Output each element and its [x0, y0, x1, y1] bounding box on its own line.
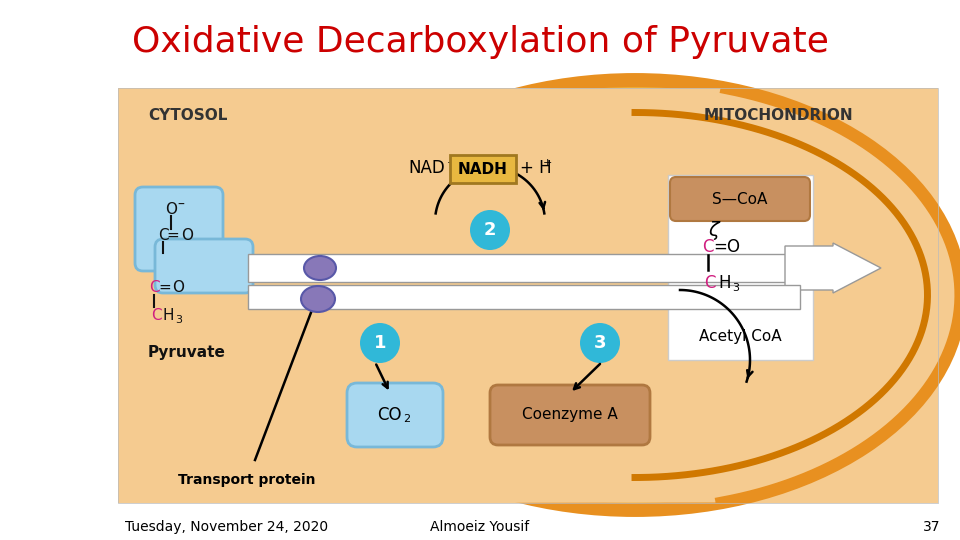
Text: C: C [703, 238, 713, 256]
Text: H: H [163, 307, 175, 322]
Ellipse shape [304, 256, 336, 280]
Text: Acetyl CoA: Acetyl CoA [699, 329, 781, 345]
FancyBboxPatch shape [490, 385, 650, 445]
Circle shape [470, 210, 510, 250]
Ellipse shape [301, 286, 335, 312]
Text: MITOCHONDRION: MITOCHONDRION [703, 109, 852, 124]
Text: 3: 3 [732, 283, 739, 293]
Circle shape [360, 323, 400, 363]
Bar [248, 285, 800, 309]
Text: ζ: ζ [708, 220, 718, 240]
FancyArrow shape [785, 243, 881, 293]
Text: S—CoA: S—CoA [712, 192, 768, 206]
Text: O: O [165, 201, 177, 217]
Text: 2: 2 [403, 414, 411, 424]
Text: O: O [172, 280, 184, 294]
Text: +: + [447, 158, 456, 168]
Text: C: C [157, 227, 168, 242]
Text: C: C [151, 307, 161, 322]
Text: NADH: NADH [458, 161, 508, 177]
FancyBboxPatch shape [135, 187, 223, 271]
Bar [118, 88, 938, 503]
Text: C: C [149, 280, 159, 294]
Bar [248, 254, 800, 282]
Polygon shape [118, 88, 960, 503]
Text: Pyruvate: Pyruvate [148, 346, 226, 361]
FancyBboxPatch shape [347, 383, 443, 447]
Text: =: = [158, 280, 172, 294]
Ellipse shape [310, 80, 960, 510]
Text: +: + [543, 158, 552, 168]
Text: –: – [178, 198, 184, 212]
FancyBboxPatch shape [155, 239, 253, 293]
Text: + H: + H [520, 159, 552, 177]
Text: H: H [718, 274, 731, 292]
Text: C: C [704, 274, 715, 292]
Polygon shape [118, 88, 960, 503]
Text: CO: CO [376, 406, 401, 424]
Text: 1: 1 [373, 334, 386, 352]
Text: =: = [167, 227, 180, 242]
Text: 3: 3 [593, 334, 607, 352]
FancyBboxPatch shape [670, 177, 810, 221]
Text: Oxidative Decarboxylation of Pyruvate: Oxidative Decarboxylation of Pyruvate [132, 25, 828, 59]
Text: 37: 37 [923, 520, 940, 534]
Text: 2: 2 [484, 221, 496, 239]
Bar [118, 88, 938, 503]
Circle shape [580, 323, 620, 363]
Text: Transport protein: Transport protein [178, 473, 316, 487]
Text: 3: 3 [175, 315, 182, 325]
Text: =: = [713, 238, 727, 256]
Text: O: O [727, 238, 739, 256]
Text: Almoeiz Yousif: Almoeiz Yousif [430, 520, 530, 534]
Text: O: O [181, 227, 193, 242]
Text: Coenzyme A: Coenzyme A [522, 408, 618, 422]
Text: CYTOSOL: CYTOSOL [148, 109, 228, 124]
FancyBboxPatch shape [450, 155, 516, 183]
Bar [668, 175, 813, 360]
Text: NAD: NAD [408, 159, 445, 177]
Text: Tuesday, November 24, 2020: Tuesday, November 24, 2020 [125, 520, 328, 534]
